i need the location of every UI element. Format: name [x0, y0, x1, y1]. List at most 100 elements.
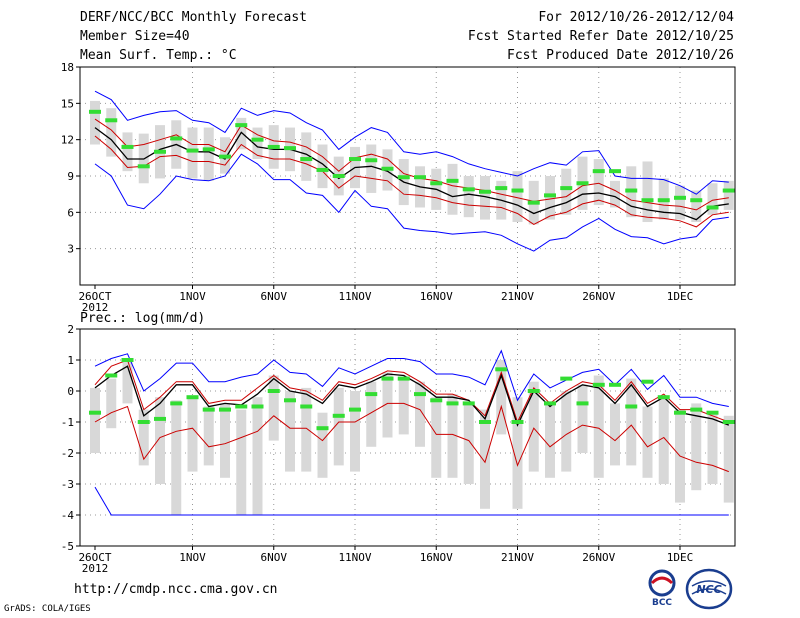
panel2-marker — [251, 404, 264, 409]
panel2-spread-box — [203, 406, 214, 466]
panel2-spread-box — [658, 397, 669, 484]
panel1-marker — [105, 118, 118, 123]
panel2-marker — [674, 410, 686, 415]
panel1-series-upper — [94, 118, 729, 211]
panel1-spread-box — [463, 176, 474, 218]
panel1-spread-box — [90, 100, 100, 145]
panel2-spread-box — [707, 412, 718, 484]
panel1-spread-box — [106, 108, 117, 157]
panel2-spread-box — [577, 384, 588, 453]
panel2-spread-box — [106, 378, 117, 429]
panel1-spread-box — [252, 127, 263, 160]
panel1-marker — [267, 144, 280, 149]
panel1-marker — [592, 169, 605, 174]
panel1-xtick-label: 21NOV — [501, 290, 534, 303]
panel1-spread-box — [642, 161, 653, 223]
header-title: DERF/NCC/BCC Monthly Forecast — [80, 10, 307, 25]
panel2-marker — [592, 382, 605, 387]
panel1-marker — [495, 186, 508, 191]
panel2-marker — [316, 426, 329, 431]
panel2-marker — [121, 358, 134, 362]
panel1-series-mean — [94, 127, 729, 221]
panel2-year-label: 2012 — [82, 562, 109, 575]
panel2-marker — [479, 420, 491, 424]
panel2-spread-box — [138, 409, 149, 466]
panel2-spread-box — [398, 378, 409, 435]
panel2-marker — [154, 416, 166, 421]
panel1-marker — [657, 198, 670, 203]
panel1-marker — [89, 109, 101, 114]
panel2-marker — [202, 407, 215, 412]
panel1-ytick-label: 3 — [67, 243, 74, 256]
panel1-spread-box — [610, 180, 620, 208]
panel1-marker — [202, 147, 215, 152]
panel2-series-mean — [94, 365, 730, 427]
panel2-series-lower — [94, 402, 729, 473]
panel2-marker — [137, 420, 150, 424]
footer-credit: GrADS: COLA/IGES — [4, 604, 91, 614]
panel2-marker — [527, 389, 540, 393]
panel2-spread-box — [382, 372, 393, 438]
panel1-xtick-label: 6NOV — [261, 290, 288, 303]
panel1-spread-box — [480, 176, 490, 220]
panel1-marker — [121, 144, 134, 149]
panel2-spread-box — [333, 387, 344, 466]
panel1-marker — [560, 186, 573, 191]
panel2-marker — [170, 401, 183, 406]
panel2-series-max — [94, 349, 729, 407]
panel2-marker — [186, 395, 199, 400]
panel2-spread-box — [447, 394, 458, 478]
panel2-marker — [219, 407, 231, 412]
panel2-marker — [430, 398, 443, 403]
panel1-marker — [186, 148, 199, 153]
panel1-marker — [284, 146, 296, 151]
panel2-marker — [446, 401, 459, 406]
panel1-marker — [706, 205, 719, 210]
panel2-ytick-label: 1 — [67, 354, 74, 367]
panel2-ytick-label: -1 — [61, 416, 74, 429]
panel2-spread-box — [463, 403, 474, 484]
panel1-spread-box — [675, 185, 685, 220]
panel1-xtick-label: 16NOV — [420, 290, 453, 303]
panel2-marker — [690, 407, 703, 412]
panel2-spread-box — [268, 375, 279, 441]
panel2-spread-box — [610, 403, 620, 466]
panel2-spread-box — [301, 387, 312, 472]
panel2-frame — [79, 328, 736, 547]
panel1-marker — [446, 178, 459, 183]
panel2-marker — [641, 379, 654, 384]
panel2-spread-box — [171, 400, 182, 515]
panel1-ytick-label: 15 — [61, 97, 74, 110]
panel2-spread-box — [593, 375, 604, 478]
header-period: For 2012/10/26-2012/12/04 — [538, 10, 734, 25]
footer-url[interactable]: http://cmdp.ncc.cma.gov.cn — [74, 582, 278, 597]
panel2-xtick-label: 26OCT — [78, 551, 111, 564]
panel2-marker — [235, 404, 248, 409]
panel1-xtick-label: 1NOV — [179, 290, 206, 303]
panel2-spread-box — [496, 360, 507, 435]
panel1-marker — [316, 167, 329, 172]
panel1-marker — [511, 188, 524, 193]
panel1-ytick-label: 18 — [61, 61, 74, 74]
panel2-xtick-label: 11NOV — [338, 551, 371, 564]
panel1-xtick-label: 1DEC — [667, 290, 694, 303]
panel2-marker — [722, 420, 735, 424]
panel1-marker — [137, 164, 150, 169]
panel2-spread-box — [431, 397, 442, 478]
panel1-frame — [79, 66, 736, 286]
panel2-spread-box — [252, 397, 263, 515]
panel1-xtick-label: 11NOV — [338, 290, 371, 303]
panel2-marker — [609, 382, 621, 387]
panel1-spread-box — [691, 190, 702, 223]
panel1-spread-box — [203, 127, 214, 181]
header-produced-date: Fcst Produced Date 2012/10/26 — [507, 48, 734, 63]
panel1-marker — [251, 137, 264, 142]
panel2-series-min — [94, 486, 729, 516]
panel2-ytick-label: 0 — [67, 385, 74, 398]
panel1-spread-box — [545, 176, 555, 220]
panel1-ytick-label: 9 — [67, 170, 74, 183]
panel2-ytick-label: 2 — [67, 323, 74, 336]
panel2-marker — [332, 413, 345, 418]
panel2-spread-box — [480, 409, 490, 509]
